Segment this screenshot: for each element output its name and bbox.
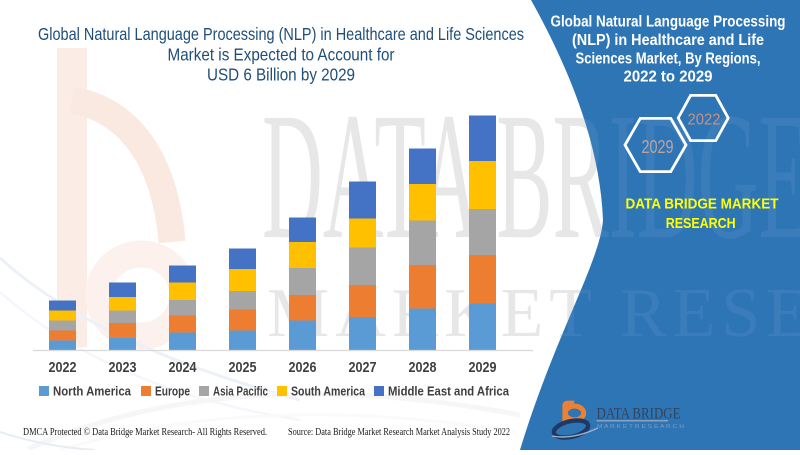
svg-text:2024: 2024 (169, 360, 197, 376)
svg-text:Market is Expected to Account: Market is Expected to Account for (168, 45, 395, 65)
svg-text:2022 to 2029: 2022 to 2029 (624, 69, 713, 86)
svg-text:2029: 2029 (642, 137, 674, 157)
svg-text:M A R K E T R E S E A R C H: M A R K E T R E S E A R C H (597, 424, 684, 430)
svg-text:DMCA Protected © Data Bridge M: DMCA Protected © Data Bridge Market Rese… (23, 427, 267, 438)
svg-text:Europe: Europe (155, 384, 190, 399)
svg-text:South America: South America (291, 384, 366, 399)
svg-text:2025: 2025 (229, 360, 257, 376)
svg-text:Middle East and Africa: Middle East and Africa (388, 384, 510, 399)
svg-text:2028: 2028 (409, 360, 437, 376)
svg-text:2026: 2026 (289, 360, 317, 376)
svg-text:2023: 2023 (109, 360, 137, 376)
svg-text:DATA BRIDGE MARKET: DATA BRIDGE MARKET (626, 195, 779, 212)
svg-text:North America: North America (53, 384, 132, 399)
svg-text:2027: 2027 (349, 360, 377, 376)
svg-text:2022: 2022 (688, 112, 721, 129)
svg-text:2029: 2029 (469, 360, 497, 376)
svg-text:Asia Pacific: Asia Pacific (213, 384, 268, 399)
svg-text:Source: Data Bridge Market Res: Source: Data Bridge Market Research Mark… (288, 427, 510, 438)
svg-text:DATA BRIDGE: DATA BRIDGE (597, 406, 681, 423)
svg-text:Global Natural Language Proces: Global Natural Language Processing (551, 14, 786, 31)
svg-text:Sciences Market, By Regions,: Sciences Market, By Regions, (576, 50, 761, 67)
svg-text:USD 6 Billion by 2029: USD 6 Billion by 2029 (207, 65, 355, 85)
svg-text:(NLP) in Healthcare and Life: (NLP) in Healthcare and Life (572, 32, 764, 49)
svg-text:RESEARCH: RESEARCH (666, 215, 736, 232)
svg-text:Global Natural Language Proces: Global Natural Language Processing (NLP)… (38, 24, 524, 44)
svg-text:2022: 2022 (49, 360, 77, 376)
